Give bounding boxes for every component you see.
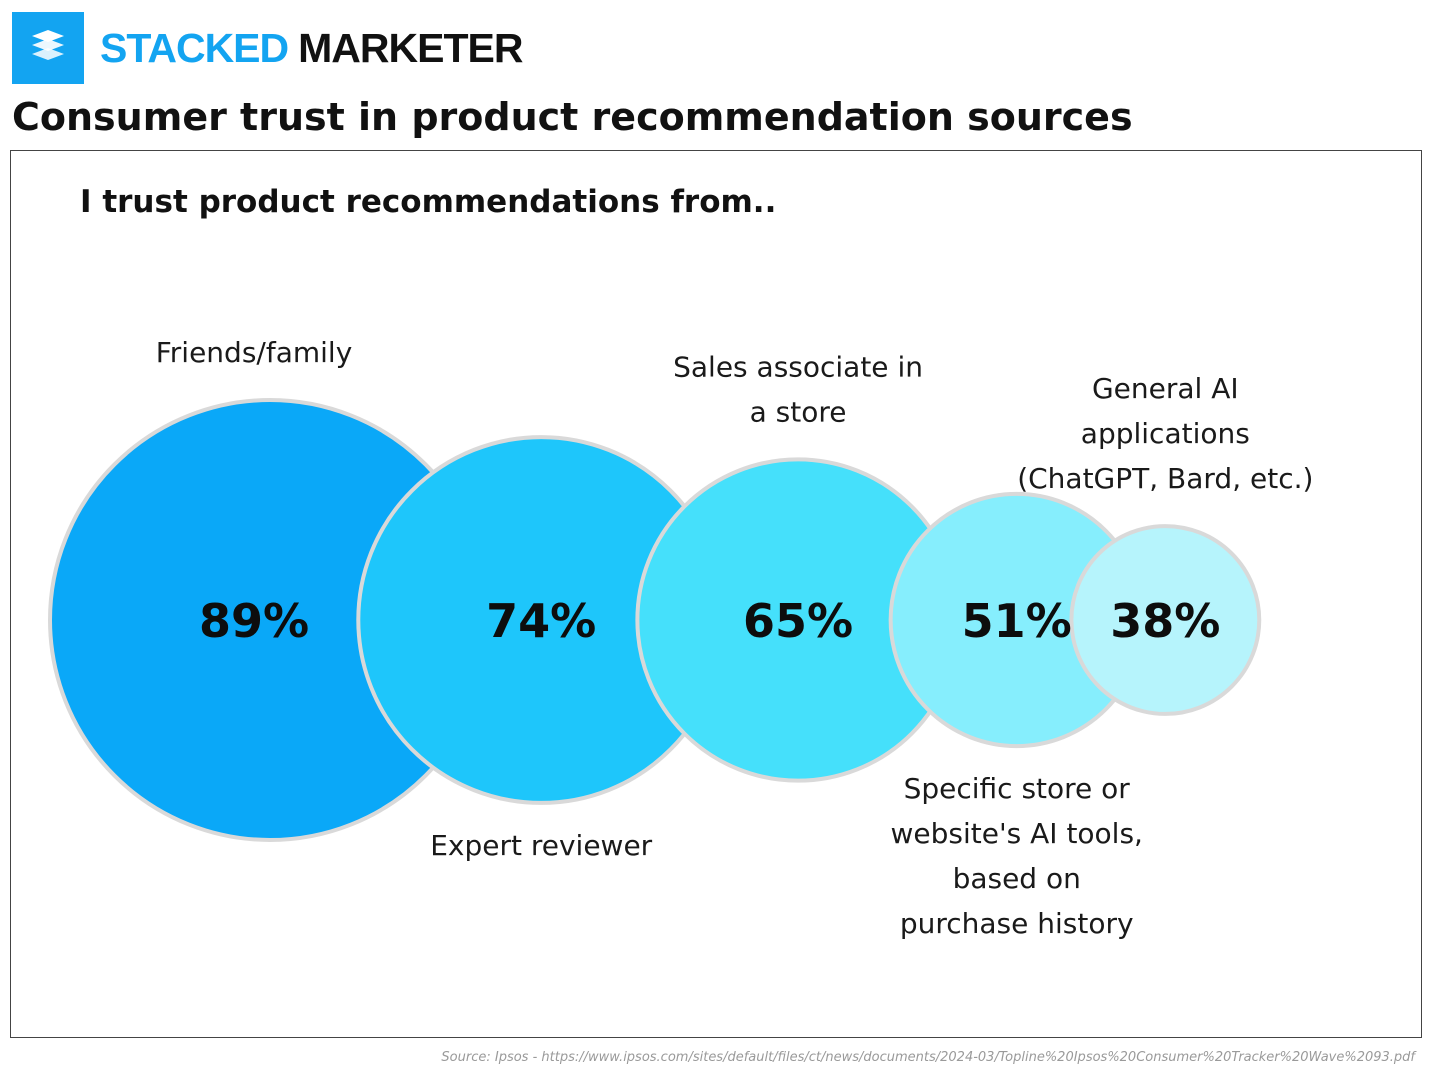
value-label-5: 38%: [1110, 594, 1220, 648]
bubble-5: [1069, 524, 1262, 716]
category-label-line: Expert reviewer: [430, 829, 652, 862]
value-label-2: 74%: [486, 594, 596, 648]
category-label-group: Friends/family Expert reviewer Sales assoc…: [156, 336, 1314, 940]
category-label-3: Sales associate in a store: [673, 350, 923, 428]
brand-logo: STACKED MARKETER: [12, 12, 523, 84]
category-label-line: Specific store or: [904, 772, 1131, 805]
brand-name-part1: STACKED: [100, 24, 289, 71]
chart-title: I trust product recommendations from..: [80, 184, 776, 220]
stacked-layers-icon: [12, 12, 84, 84]
category-label-line: Friends/family: [156, 336, 353, 369]
bubble-group: [48, 398, 1262, 842]
value-label-1: 89%: [199, 594, 309, 648]
value-label-3: 65%: [743, 594, 853, 648]
chart-frame: [10, 150, 1422, 1038]
category-label-line: (ChatGPT, Bard, etc.): [1017, 462, 1313, 495]
category-label-line: General AI: [1092, 372, 1239, 405]
value-label-4: 51%: [962, 594, 1072, 648]
page-title: Consumer trust in product recommendation…: [12, 95, 1133, 139]
category-label-2: Expert reviewer: [430, 829, 652, 862]
source-note: Source: Ipsos - https://www.ipsos.com/si…: [441, 1050, 1415, 1065]
category-label-line: website's AI tools,: [890, 817, 1142, 850]
brand-name: STACKED MARKETER: [100, 24, 523, 71]
bubble-chart: I trust product recommendations from.. 8…: [48, 184, 1314, 940]
category-label-line: purchase history: [900, 907, 1134, 940]
category-label-line: based on: [953, 862, 1081, 895]
category-label-4: Specific store or website's AI tools, base…: [890, 772, 1142, 940]
category-label-1: Friends/family: [156, 336, 353, 369]
category-label-line: a store: [750, 395, 847, 428]
category-label-line: applications: [1081, 417, 1250, 450]
category-label-line: Sales associate in: [673, 350, 923, 383]
category-label-5: General AI applications (ChatGPT, Bard, et…: [1017, 372, 1313, 495]
brand-name-part2: MARKETER: [298, 24, 523, 71]
value-label-group: 89% 74% 65% 51% 38%: [199, 594, 1220, 648]
